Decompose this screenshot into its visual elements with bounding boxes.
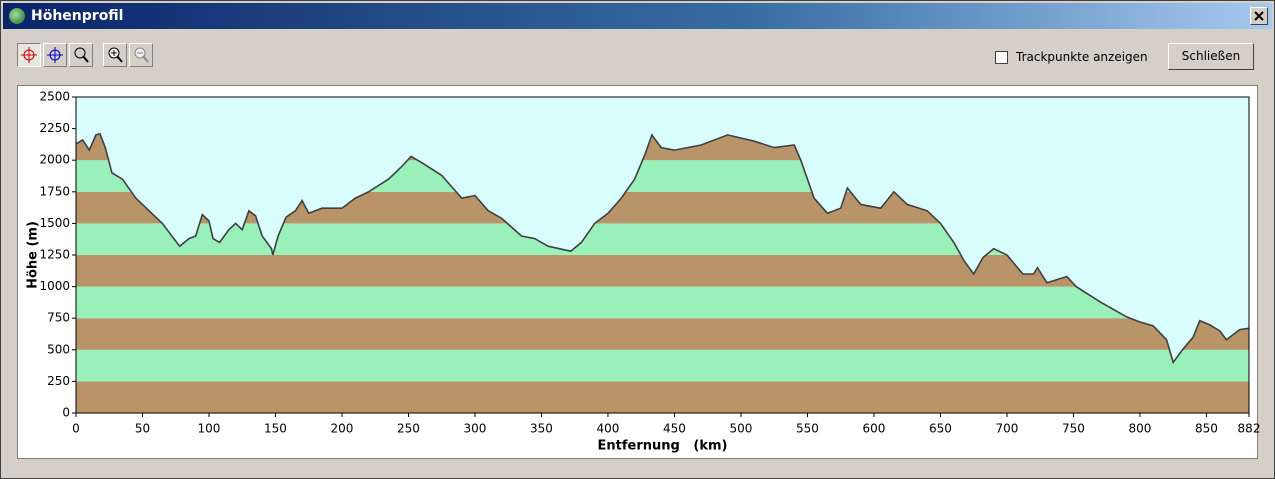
y-tick-label: 1250: [39, 248, 70, 262]
y-tick-label: 500: [47, 342, 70, 356]
tool-crosshair-red[interactable]: [17, 43, 41, 67]
y-tick-label: 0: [62, 406, 70, 420]
checkbox[interactable]: [995, 51, 1008, 64]
tool-icon: [134, 47, 149, 63]
profile-line: [75, 132, 1250, 365]
tool-icon: [21, 47, 37, 63]
tool-icon: [74, 47, 89, 63]
elevation-band: [76, 381, 1249, 413]
y-axis-label: Höhe (m): [26, 221, 41, 289]
x-tick-label: 50: [135, 422, 150, 436]
x-tick-label: 100: [198, 422, 221, 436]
x-tick-label: 0: [72, 422, 80, 436]
tool-crosshair-blue[interactable]: [43, 43, 67, 67]
elevation-band: [76, 349, 1249, 382]
y-tick-label: 2250: [39, 121, 70, 135]
y-tick-label: 1000: [39, 279, 70, 293]
x-tick-label: 500: [730, 422, 753, 436]
y-tick-label: 2000: [39, 153, 70, 167]
y-tick-label: 250: [47, 374, 70, 388]
y-tick-label: 1750: [39, 184, 70, 198]
close-button[interactable]: [1250, 7, 1268, 25]
checkbox-label[interactable]: Trackpunkte anzeigen: [1016, 50, 1148, 64]
x-tick-label: 350: [530, 422, 553, 436]
tool-zoom-in[interactable]: [103, 43, 127, 67]
title-bar: Höhenprofil: [3, 3, 1272, 29]
x-tick-label: 600: [863, 422, 886, 436]
x-axis-label: Entfernung (km): [598, 439, 728, 454]
y-tick-label: 750: [47, 311, 70, 325]
x-tick-label: 150: [264, 422, 287, 436]
window-title: Höhenprofil: [31, 8, 124, 24]
app-icon: [9, 8, 25, 24]
x-tick-label: 400: [597, 422, 620, 436]
x-tick-label: 200: [331, 422, 354, 436]
x-tick-label: 700: [995, 422, 1018, 436]
tool-zoom-out[interactable]: [129, 43, 153, 67]
x-tick-label: 550: [796, 422, 819, 436]
x-tick-label: 750: [1062, 422, 1085, 436]
x-tick-label: 450: [663, 422, 686, 436]
elevation-band: [76, 318, 1249, 350]
x-tick-label: 800: [1128, 422, 1151, 436]
tool-icon: [47, 47, 63, 63]
y-tick-label: 2500: [39, 90, 70, 104]
x-tick-label: 650: [929, 422, 952, 436]
tool-zoom-select[interactable]: [69, 43, 93, 67]
close-icon: [1254, 11, 1264, 21]
x-tick-label: 882: [1238, 422, 1261, 436]
x-tick-label: 850: [1195, 422, 1218, 436]
y-tick-label: 1500: [39, 216, 70, 230]
tool-icon: [108, 47, 123, 63]
x-tick-label: 300: [464, 422, 487, 436]
x-tick-label: 250: [397, 422, 420, 436]
close-dialog-button[interactable]: Schließen: [1168, 43, 1254, 70]
elevation-band: [76, 286, 1249, 319]
